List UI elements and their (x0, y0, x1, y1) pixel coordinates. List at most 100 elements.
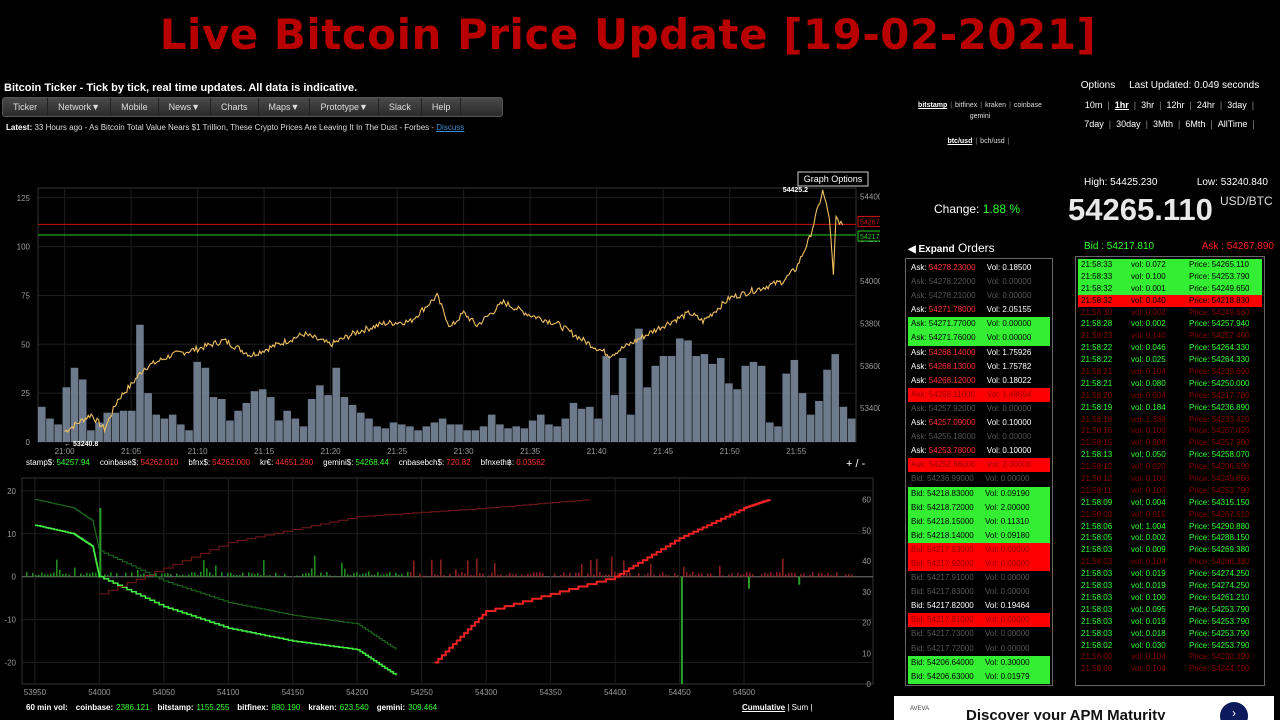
trade-price: Price: 54249.660 (1189, 307, 1250, 317)
volume-bar (201, 367, 210, 442)
options-label[interactable]: Options (1080, 80, 1116, 91)
trade-price: Price: 54253.790 (1189, 628, 1250, 638)
exchange-kraken[interactable]: kraken (985, 102, 1007, 109)
arrow-right-icon[interactable]: › (1220, 702, 1248, 720)
depth-bar (317, 575, 319, 577)
order-price: 54217.72000 (927, 643, 974, 653)
volume-exchange: bitfinex: (237, 703, 269, 712)
trade-time: 21:58:09 (1081, 497, 1113, 507)
order-price: 54217.81000 (927, 615, 974, 625)
depth-bar (680, 576, 683, 684)
depth-bar (449, 573, 451, 577)
timeframe-7day[interactable]: 7day (1084, 119, 1104, 129)
depth-bar (833, 575, 835, 577)
volume-bar (414, 430, 422, 442)
depth-bar (836, 572, 838, 577)
depth-bar (221, 572, 223, 577)
pair-bch-usd[interactable]: bch/usd (980, 138, 1005, 145)
nav-item-ticker[interactable]: Ticker (3, 98, 49, 116)
timeframe-10m[interactable]: 10m (1084, 100, 1103, 110)
trade-volume: vol: 0.004 (1131, 497, 1166, 507)
bid-depth-line-secondary (34, 498, 397, 650)
trade-volume: vol: 0.019 (1131, 616, 1166, 626)
trade-time: 21:58:33 (1081, 260, 1113, 269)
volume-bar (463, 430, 471, 442)
order-volume: Vol: 0.10000 (986, 418, 1032, 428)
timeframe-3hr[interactable]: 3hr (1141, 100, 1155, 110)
volume-bar (815, 400, 823, 442)
cumulative-toggle[interactable]: Cumulative (742, 703, 786, 712)
nav-item-maps[interactable]: Maps▼ (259, 98, 311, 116)
volume-bar (275, 420, 283, 442)
volume-bar (283, 410, 291, 442)
price-chart[interactable]: 0255075100125534005360053800540005420054… (0, 170, 880, 472)
volume-bar (839, 406, 848, 442)
volume-bar (618, 357, 627, 442)
volume-bar (397, 424, 406, 442)
trade-time: 21:58:08 (1081, 509, 1113, 519)
timeframe-3mth[interactable]: 3Mth (1153, 119, 1174, 129)
depth-bar (350, 575, 352, 577)
trade-time: 21:58:13 (1081, 450, 1113, 460)
trade-volume: vol: 0.006 (1131, 438, 1166, 448)
nav-item-prototype[interactable]: Prototype▼ (310, 98, 379, 116)
timeframe-1hr[interactable]: 1hr (1114, 100, 1129, 110)
depth-x-tick: 54200 (346, 688, 369, 697)
timeframe-30day[interactable]: 30day (1116, 119, 1141, 129)
exchange-gemini[interactable]: gemini (969, 113, 991, 120)
depth-chart[interactable]: -20 -10 0 10 20 0 10 20 30 40 50 60 53950 54000 54050 5… (0, 474, 890, 706)
depth-bar (611, 556, 613, 577)
trade-time: 21:58:22 (1081, 355, 1113, 365)
trade-price: Price: 54236.890 (1189, 402, 1250, 412)
graph-options-button[interactable] (797, 171, 869, 187)
trade-price: Price: 54257.460 (1189, 331, 1250, 341)
pair-btc-usd[interactable]: btc/usd (947, 138, 973, 145)
depth-bar (443, 575, 445, 577)
sum-toggle[interactable]: Sum (791, 703, 809, 712)
volume-bar (87, 430, 95, 442)
nav-item-news[interactable]: News▼ (159, 98, 212, 116)
exchange-bitstamp[interactable]: bitstamp (918, 102, 948, 109)
trade-volume: vol: 0.100 (1131, 271, 1166, 281)
trade-price: Price: 54249.660 (1189, 474, 1250, 484)
exchange-coinbase[interactable]: coinbase (1013, 102, 1042, 109)
volume-bar (782, 373, 790, 442)
nav-item-charts[interactable]: Charts (211, 98, 259, 116)
nav-item-help[interactable]: Help (422, 98, 462, 116)
trade-row: 21:58:06 vol: 1.004 Price: 54290.880 (1078, 521, 1262, 533)
order-price: 54218.14000 (927, 530, 974, 540)
trade-row: 21:58:28 vol: 0.002 Price: 54257.940 (1078, 318, 1262, 330)
trade-volume: vol: 0.104 (1131, 557, 1166, 567)
timeframe-24hr[interactable]: 24hr (1196, 100, 1215, 110)
ad-banner[interactable]: AVEVA Discover your APM Maturity › (894, 696, 1274, 720)
volume-bar (365, 418, 373, 442)
volume-bar (725, 383, 733, 442)
exchange-price-label: cnbasebch$: (398, 458, 445, 467)
expand-button[interactable]: ◀ Expand (908, 244, 955, 255)
zoom-controls[interactable]: + / - (846, 458, 866, 470)
timeframe-alltime[interactable]: AllTime (1217, 119, 1248, 129)
y-right-tick: 54400 (860, 192, 880, 201)
depth-bar (437, 574, 439, 577)
nav-item-slack[interactable]: Slack (379, 98, 422, 116)
nav-item-mobile[interactable]: Mobile (111, 98, 159, 116)
nav-item-network[interactable]: Network▼ (48, 98, 112, 116)
x-tick: 21:35 (520, 447, 541, 456)
timeframe-12hr[interactable]: 12hr (1166, 100, 1185, 110)
discuss-link[interactable]: Discuss (436, 123, 465, 132)
trade-row: 21:58:05 vol: 0.002 Price: 54288.150 (1078, 532, 1262, 544)
volume-bar (651, 365, 660, 442)
depth-y-right-tick: 10 (862, 649, 871, 658)
depth-bar (689, 574, 691, 577)
exchange-bitfinex[interactable]: bitfinex (955, 102, 978, 109)
trade-volume: vol: 0.015 (1131, 509, 1166, 519)
timeframe-3day[interactable]: 3day (1227, 100, 1247, 110)
order-price: 54218.83000 (927, 488, 974, 498)
timeframe-6mth[interactable]: 6Mth (1185, 119, 1206, 129)
volume-bar (111, 412, 120, 442)
trade-volume: vol: 0.095 (1131, 604, 1166, 614)
y-left-tick: 25 (21, 389, 30, 398)
order-book: Ask: 54278.23000 Vol: 0.18500 Ask: 54278.2… (905, 258, 1053, 686)
depth-bar (809, 574, 811, 577)
depth-bar (506, 574, 508, 577)
